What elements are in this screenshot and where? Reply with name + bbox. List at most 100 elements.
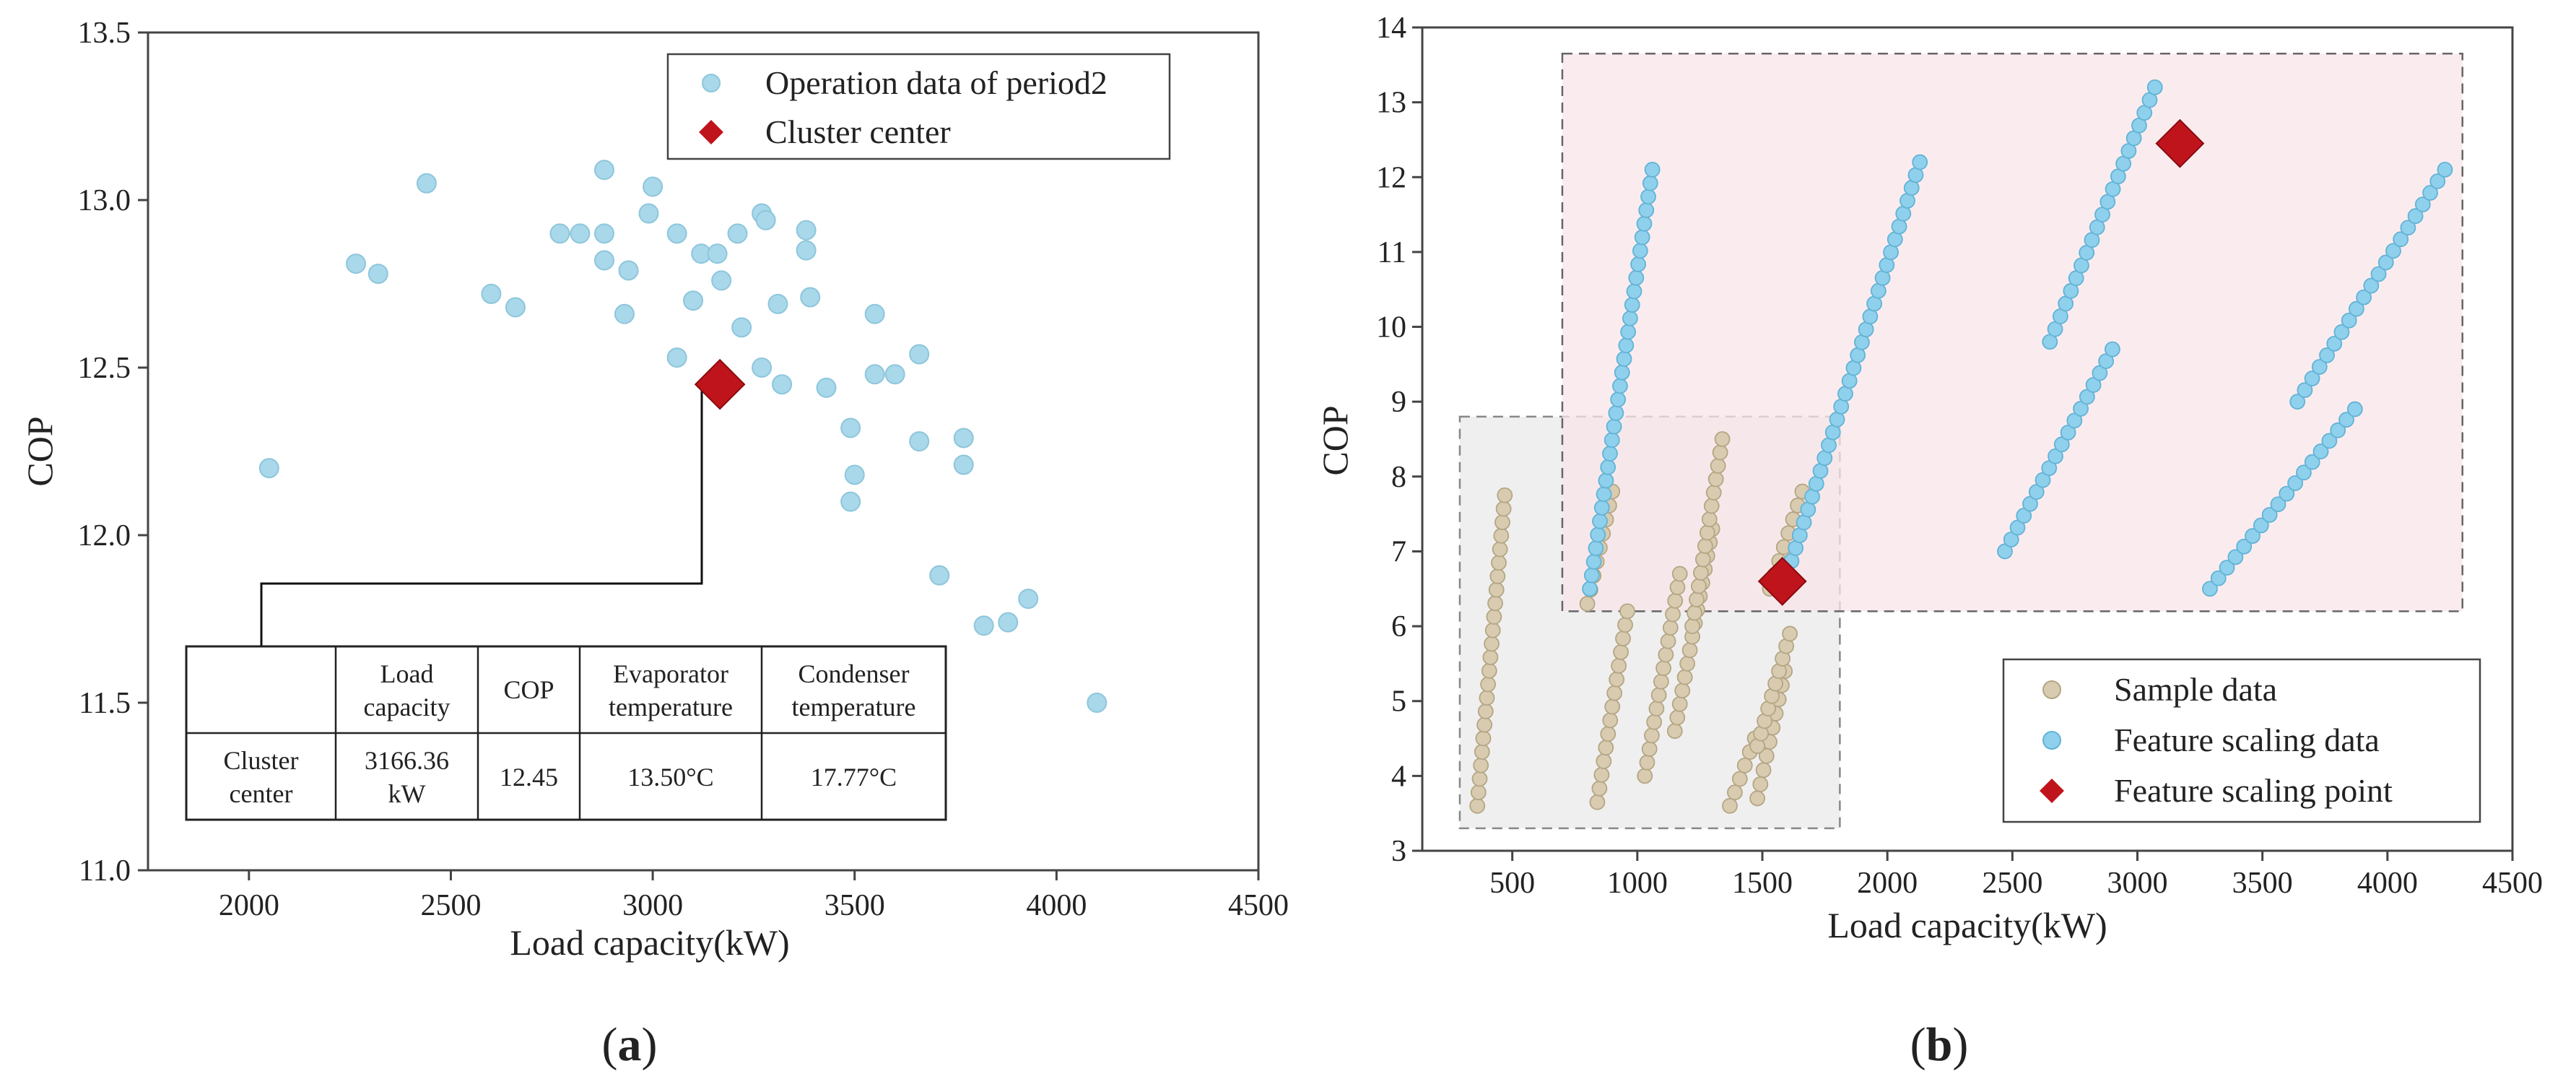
panel-b-chart: 3 4 5 6 7 8 9 10 11 12 13 14 500 1000 1500 2000 2500 300…	[1315, 12, 2543, 945]
feature-scaling-data-point	[2146, 79, 2163, 95]
legend-label-feature-scaling-point: Feature scaling point	[2114, 772, 2393, 809]
sample-data-point	[1671, 696, 1688, 712]
sample-data-point	[1589, 794, 1606, 810]
legend-label-cluster-center: Cluster center	[765, 113, 951, 150]
operation-data-point	[258, 458, 279, 479]
feature-scaling-data-point	[1612, 378, 1628, 394]
panel-a-xtick-label: 2500	[420, 889, 481, 922]
sample-data-point	[1669, 579, 1686, 596]
feature-scaling-data-point	[2393, 231, 2409, 248]
feature-scaling-data-point	[2104, 341, 2120, 358]
operation-data-point	[973, 615, 994, 636]
panel-a-ytick-label: 13.0	[78, 184, 131, 217]
sample-data-point	[1697, 538, 1713, 554]
feature-scaling-data-point	[1638, 202, 1655, 218]
sample-data-point	[1469, 797, 1486, 814]
panel-b-xtick-label: 3500	[2232, 867, 2293, 900]
panel-b-xlabel: Load capacity(kW)	[1827, 905, 2107, 945]
sample-data-point	[1477, 703, 1494, 719]
feature-scaling-data-point	[2296, 464, 2312, 481]
feature-scaling-data-point	[1592, 513, 1608, 529]
table-header-cell: Condenser temperature	[792, 659, 916, 722]
sample-data-point	[1604, 698, 1621, 715]
sample-data-point	[1689, 592, 1705, 607]
sample-data-point	[1482, 649, 1499, 666]
panel-b-ytick-label: 6	[1391, 610, 1406, 644]
feature-scaling-data-point	[1642, 175, 1658, 191]
sample-data-point	[1676, 669, 1693, 685]
operation-data-point	[844, 464, 865, 485]
feature-scaling-data-point	[1632, 243, 1648, 259]
sample-data-point	[1471, 771, 1488, 787]
panel-a-chart: 11.0 11.5 12.0 12.5 13.0 13.5 2000 2500 3000 350…	[19, 17, 1289, 963]
panel-a-xlabel: Load capacity(kW)	[510, 922, 789, 963]
operation-data-point	[570, 223, 591, 244]
feature-scaling-data-point	[2422, 185, 2438, 201]
sample-data-point	[1749, 790, 1765, 807]
feature-scaling-data-point	[1608, 404, 1624, 421]
panel-b-xtick-label: 3000	[2107, 867, 2168, 900]
feature-scaling-data-point	[1628, 269, 1645, 286]
sample-data-point	[1470, 784, 1487, 801]
sample-data-point	[1684, 618, 1700, 634]
panel-a-ytick-label: 13.5	[78, 17, 131, 50]
sample-data-point	[1707, 471, 1724, 488]
feature-scaling-data-point	[1644, 162, 1661, 178]
table-row-cell: 13.50°C	[627, 763, 713, 792]
operation-data-point	[643, 176, 663, 197]
panel-b-ytick-label: 3	[1391, 835, 1406, 868]
panel-a-label: (a)	[602, 1018, 658, 1071]
panel-a-xtick-label: 3000	[622, 889, 683, 922]
sample-data-point	[1674, 682, 1691, 699]
sample-data-point	[1666, 723, 1683, 740]
feature-scaling-data-point	[1593, 500, 1610, 516]
operation-data-point	[505, 297, 526, 318]
sample-data-point	[1602, 712, 1619, 729]
feature-scaling-data-point	[2326, 335, 2343, 352]
feature-scaling-data-point	[2356, 289, 2372, 306]
operation-data-point	[593, 223, 614, 244]
sample-data-point	[1600, 726, 1616, 742]
panel-a-ytick-label: 12.5	[78, 352, 131, 385]
sample-data-point	[1613, 644, 1629, 660]
sample-data-point	[1637, 768, 1653, 784]
legend-label-operation-data: Operation data of period2	[765, 64, 1108, 101]
operation-data-point	[864, 364, 885, 385]
legend-marker-sample-data	[2042, 680, 2061, 699]
sample-data-point	[1598, 740, 1614, 756]
feature-scaling-data-point	[2202, 581, 2218, 597]
sample-data-point	[1495, 500, 1512, 517]
feature-scaling-data-point	[1585, 553, 1602, 570]
panel-a-ytick-label: 11.5	[79, 687, 131, 720]
sample-data-point	[1484, 622, 1501, 638]
panel-b-ytick-label: 4	[1391, 760, 1406, 793]
feature-scaling-data-point	[1600, 459, 1616, 475]
panel-b-legend: Sample data Feature scaling data Feature…	[2002, 658, 2481, 823]
feature-scaling-point	[1757, 556, 1807, 606]
operation-data-point	[416, 173, 437, 194]
sample-data-point	[1606, 685, 1623, 701]
sample-data-point	[1701, 511, 1718, 527]
panel-a-xtick-label: 3500	[824, 889, 885, 922]
feature-scaling-data-point	[1630, 256, 1646, 272]
sample-data-point	[1489, 568, 1506, 584]
operation-data-point	[953, 454, 974, 475]
feature-scaling-data-point	[1616, 351, 1632, 367]
sample-data-point	[1609, 671, 1625, 688]
sample-data-point	[1641, 741, 1658, 757]
feature-scaling-data-point	[2304, 370, 2320, 386]
sample-data-point	[1481, 662, 1497, 679]
sample-data-point	[1736, 757, 1753, 774]
sample-data-point	[1710, 458, 1726, 474]
sample-data-point	[1660, 633, 1676, 649]
feature-scaling-data-point	[2297, 382, 2313, 399]
legend-label-feature-scaling-data: Feature scaling data	[2114, 722, 2380, 758]
feature-scaling-data-point	[1606, 418, 1622, 435]
legend-marker-cluster-center	[699, 120, 723, 144]
feature-scaling-data-point	[2429, 173, 2446, 189]
feature-scaling-data-point	[2210, 570, 2227, 586]
feature-scaling-data-point	[1602, 446, 1618, 462]
sample-data-point	[1782, 625, 1798, 642]
operation-data-point	[816, 377, 837, 398]
